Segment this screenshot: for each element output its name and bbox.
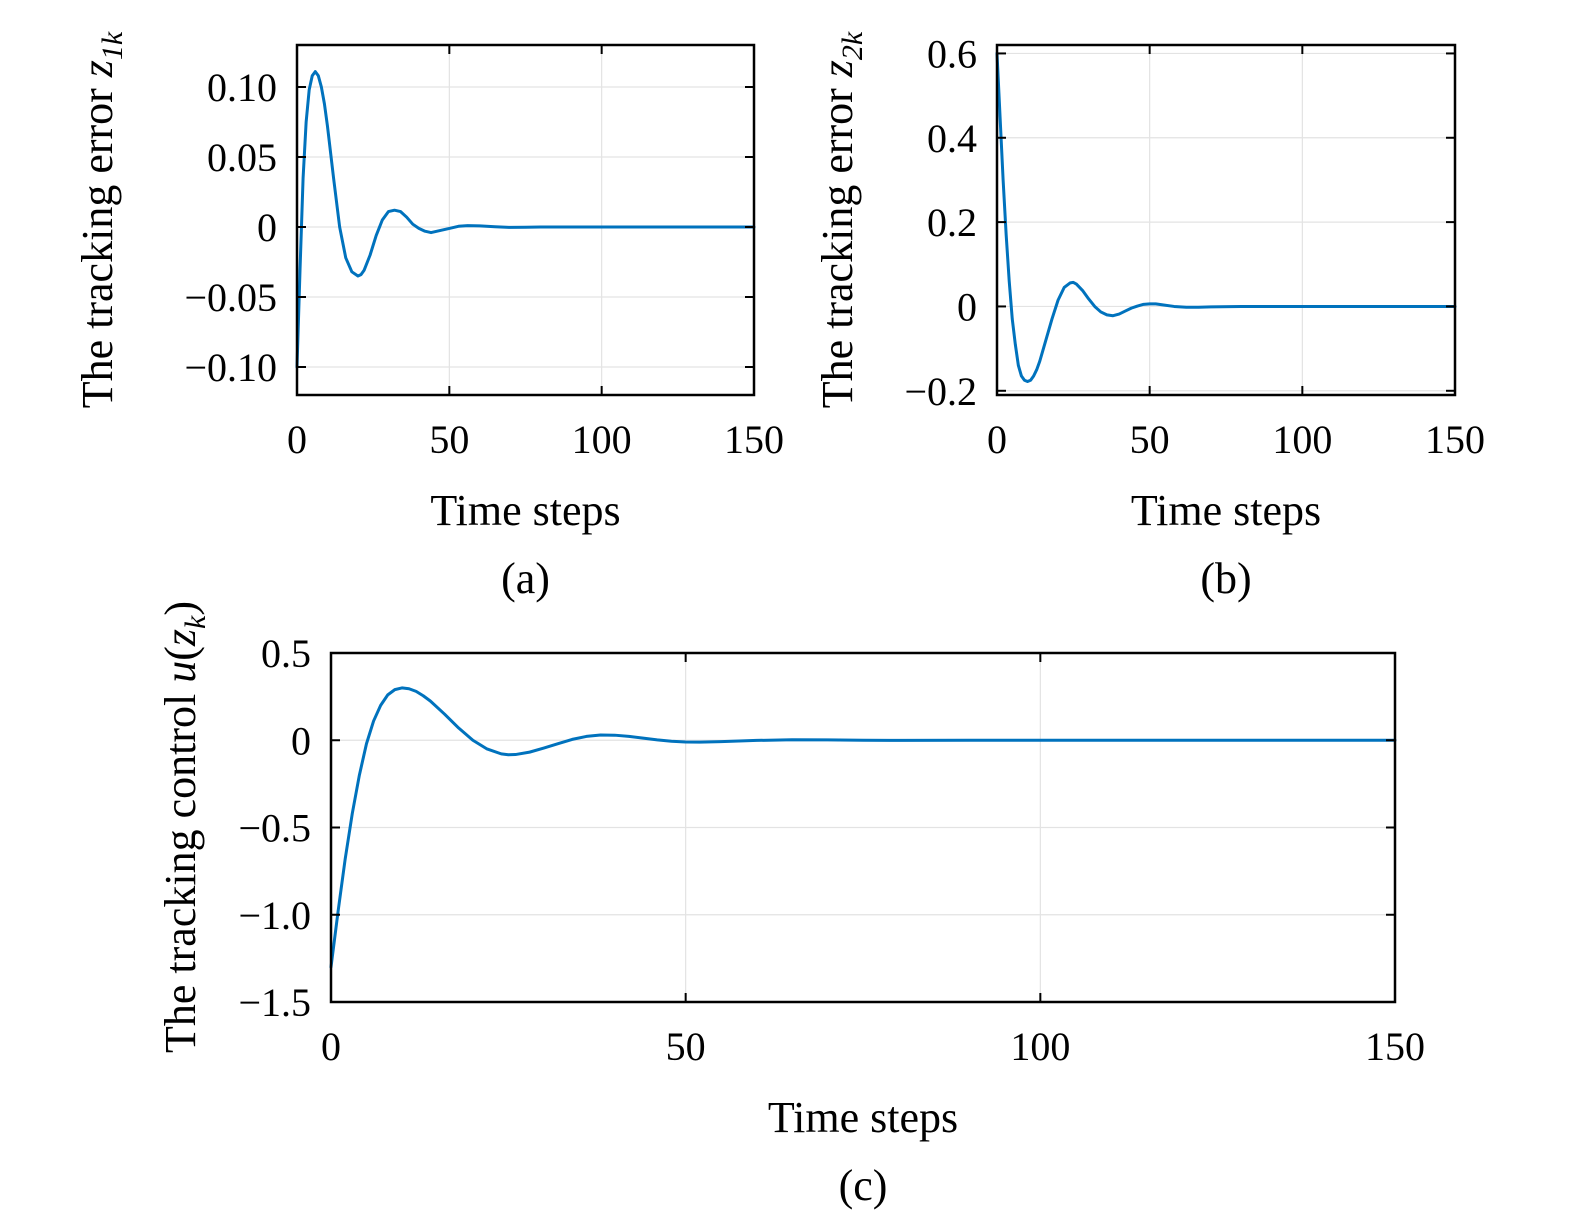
panel-a: 0 50 100 150 −0.10 −0.05 0 0.05 0.10 Time steps Th… <box>73 31 784 603</box>
y-axis-label-part: The tracking control <box>156 683 205 1053</box>
axes-box <box>295 43 756 397</box>
y-tick-label: 0.05 <box>207 135 277 180</box>
x-tick-label: 0 <box>321 1024 341 1069</box>
y-axis-label-part: k <box>179 615 212 629</box>
x-tick-label: 50 <box>429 417 469 462</box>
x-tick-label: 150 <box>724 417 784 462</box>
y-tick-label: 0 <box>291 718 311 763</box>
y-tick-label: 0.2 <box>927 200 977 245</box>
y-tick-label: 0 <box>257 205 277 250</box>
x-tick-label: 100 <box>1272 417 1332 462</box>
x-tick-label: 100 <box>1010 1024 1070 1069</box>
x-axis-label: Time steps <box>768 1093 958 1142</box>
x-tick-label: 50 <box>1130 417 1170 462</box>
y-tick-label: 0.6 <box>927 31 977 76</box>
panel-label: (a) <box>501 554 550 603</box>
series-line <box>295 70 756 369</box>
y-axis-label: The tracking control u(zk) <box>156 601 212 1053</box>
y-axis-label: The tracking error z2k <box>813 31 869 408</box>
x-axis-label: Time steps <box>1131 486 1321 535</box>
y-axis-label-part: z <box>73 60 122 78</box>
y-axis-label-part: z <box>156 629 205 647</box>
y-tick-label: 0 <box>957 284 977 329</box>
panel-label: (c) <box>839 1161 888 1210</box>
y-axis-label-part: The tracking error <box>73 77 122 408</box>
x-tick-label: 0 <box>987 417 1007 462</box>
y-tick-label: 0.4 <box>927 116 977 161</box>
y-axis-label-part: The tracking error <box>813 77 862 408</box>
x-tick-label: 100 <box>572 417 632 462</box>
panel-c: 0 50 100 150 −1.5 −1.0 −0.5 0 0.5 Time steps The t… <box>156 601 1425 1210</box>
x-axis-label: Time steps <box>430 486 620 535</box>
y-axis-label-part: u <box>156 661 205 683</box>
x-tick-label: 0 <box>287 417 307 462</box>
x-tick-label: 50 <box>666 1024 706 1069</box>
y-axis-label-part: 1k <box>96 31 129 60</box>
y-tick-label: −0.05 <box>184 275 277 320</box>
series-line <box>995 51 1457 384</box>
y-axis-label-part: 2k <box>836 31 869 60</box>
series-line <box>329 686 1397 969</box>
y-tick-label: −1.5 <box>238 980 311 1025</box>
y-tick-label: −0.10 <box>184 345 277 390</box>
y-tick-label: −1.0 <box>238 893 311 938</box>
y-tick-label: −0.2 <box>904 369 977 414</box>
y-tick-label: 0.5 <box>261 631 311 676</box>
y-axis-label-part: ( <box>156 646 205 661</box>
y-axis-label-part: z <box>813 60 862 78</box>
panel-label: (b) <box>1200 554 1251 603</box>
x-tick-label: 150 <box>1365 1024 1425 1069</box>
y-tick-label: −0.5 <box>238 806 311 851</box>
y-tick-label: 0.10 <box>207 65 277 110</box>
y-axis-label: The tracking error z1k <box>73 31 129 408</box>
y-axis-label-part: ) <box>156 601 205 616</box>
x-tick-label: 150 <box>1425 417 1485 462</box>
axes-box <box>995 43 1457 397</box>
